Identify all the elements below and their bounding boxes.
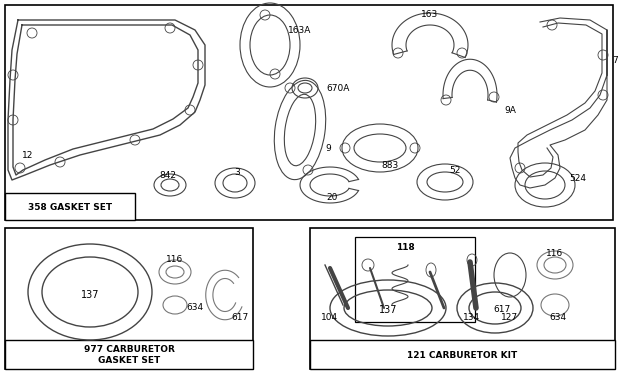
Text: 524: 524 <box>570 174 587 183</box>
Bar <box>5 193 135 220</box>
Text: 3: 3 <box>234 168 240 177</box>
Bar <box>5 340 253 369</box>
Text: 617: 617 <box>494 306 511 315</box>
Text: 7: 7 <box>612 55 618 64</box>
Text: 137: 137 <box>81 290 99 300</box>
Bar <box>355 237 475 322</box>
Text: 116: 116 <box>166 255 184 264</box>
Bar <box>310 340 615 369</box>
Text: 116: 116 <box>546 248 564 258</box>
Text: 883: 883 <box>381 160 399 169</box>
Text: 634: 634 <box>187 303 203 313</box>
Text: 104: 104 <box>321 313 339 322</box>
Text: 118: 118 <box>396 242 414 251</box>
Text: 634: 634 <box>549 313 567 322</box>
Text: 9A: 9A <box>504 105 516 114</box>
Text: 163A: 163A <box>288 25 312 34</box>
Text: 137: 137 <box>379 305 397 315</box>
Bar <box>310 228 615 369</box>
Text: 842: 842 <box>159 171 177 180</box>
Text: 20: 20 <box>326 193 338 202</box>
Text: 670A: 670A <box>326 83 350 92</box>
Text: 358 GASKET SET: 358 GASKET SET <box>28 202 112 212</box>
Text: 127: 127 <box>502 313 518 322</box>
Text: 121 CARBURETOR KIT: 121 CARBURETOR KIT <box>407 350 517 359</box>
Text: 9: 9 <box>325 144 331 153</box>
Text: 12: 12 <box>22 150 33 159</box>
Text: 52: 52 <box>450 166 461 175</box>
Text: 163: 163 <box>422 9 438 18</box>
Text: 617: 617 <box>231 313 249 322</box>
Bar <box>5 5 613 220</box>
Text: 134: 134 <box>463 313 480 322</box>
Text: 977 CARBURETOR
GASKET SET: 977 CARBURETOR GASKET SET <box>84 345 174 365</box>
Bar <box>5 228 253 369</box>
